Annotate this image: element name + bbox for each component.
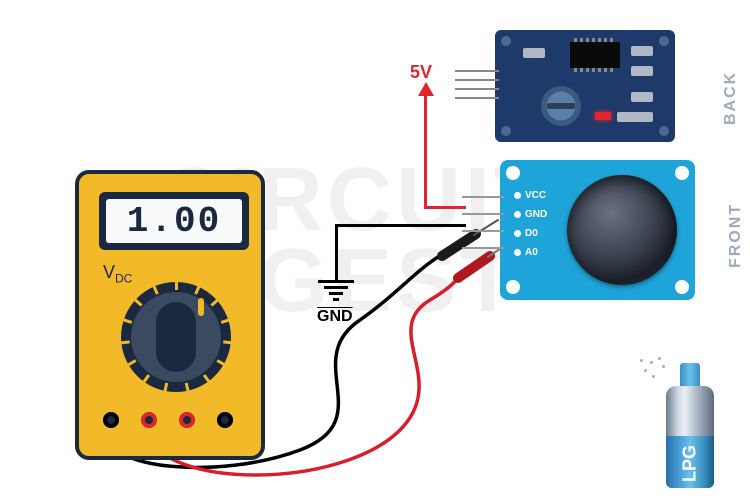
spray-particle [650,361,653,364]
gnd-symbol-icon [318,280,354,304]
dial-knob [156,302,196,372]
dial-tick [151,284,158,294]
jack-vohm [141,412,157,428]
mounting-hole [659,126,669,136]
multimeter-reading: 1.00 [127,201,221,242]
header-pin [455,88,499,90]
gnd-bar [333,298,339,301]
dial-tick [194,284,201,294]
jack-ma [217,412,233,428]
pin-row: A0 [514,247,547,258]
header-pin [462,247,504,249]
spray-particle [662,365,665,368]
back-pcb-module [495,30,675,142]
dial-inner [131,292,221,382]
smd-component [631,92,653,102]
mounting-hole [675,280,689,294]
smd-component [631,66,653,76]
header-pin [462,230,504,232]
header-pin [455,79,499,81]
potentiometer [541,86,581,126]
mounting-hole [506,166,520,180]
gnd-wire-vertical [335,224,338,280]
can-body: LPG [666,386,714,488]
dial-tick [121,318,131,324]
smd-component [631,112,653,122]
dial-tick [184,383,189,393]
dial-tick [202,374,210,384]
header-pin [455,70,499,72]
pin-dot [514,230,521,237]
5v-wire-horizontal [424,206,466,209]
front-header-pins [462,196,504,264]
pin-vcc-label: VCC [525,190,546,201]
jack-10a [179,412,195,428]
lpg-label: LPG [680,445,701,482]
mounting-hole [501,36,511,46]
front-sensor-module: VCC GND D0 A0 [500,160,695,300]
dial-tick [163,383,168,393]
front-side-label: FRONT [727,176,745,268]
jack-com [103,412,119,428]
multimeter: 1.00 VDC [55,170,285,480]
pin-dot [514,192,521,199]
smd-component [617,112,633,122]
gnd-bar [318,280,354,283]
multimeter-display-frame: 1.00 [99,192,249,250]
spray-particle [658,357,661,360]
multimeter-display: 1.00 [106,199,242,243]
status-led [595,112,611,120]
dial-pointer [198,298,204,316]
dial-tick [223,340,233,344]
gnd-bar [329,292,343,295]
header-pin [462,196,504,198]
mounting-hole [675,166,689,180]
mounting-hole [659,36,669,46]
back-side-label: BACK [722,31,740,125]
header-pin [455,97,499,99]
front-pin-labels: VCC GND D0 A0 [514,190,547,258]
pin-row: D0 [514,228,547,239]
gnd-label: GND [317,308,353,326]
pin-dot [514,249,521,256]
dial-tick [119,340,129,344]
spray-particle [652,375,655,378]
gas-sensor-cap [567,175,677,285]
header-pin [462,213,504,215]
pin-row: VCC [514,190,547,201]
spray-nozzle [680,363,700,388]
gnd-bar [324,286,348,289]
multimeter-mode-label: VDC [103,262,132,286]
dial-tick [220,318,230,324]
spray-particle [644,369,647,372]
pin-gnd-label: GND [525,209,547,220]
pin-dot [514,211,521,218]
pin-a0-label: A0 [525,247,538,258]
smd-component [631,46,653,56]
lpg-spray-can: LPG [666,363,714,488]
smd-component [523,48,545,58]
mounting-hole [506,280,520,294]
multimeter-dial [121,282,231,392]
dial-tick [141,374,149,384]
5v-label: 5V [410,62,432,83]
back-header-pins [455,70,499,106]
spray-particle [640,359,643,362]
pin-d0-label: D0 [525,228,538,239]
dial-tick [210,298,219,307]
multimeter-body: 1.00 VDC [75,170,265,460]
dial-tick [133,298,142,307]
5v-wire-vertical [424,90,427,208]
gnd-wire-horizontal [335,224,466,227]
dial-tick [216,359,226,367]
ic-chip [570,42,620,68]
can-label-band: LPG [666,436,714,488]
pin-row: GND [514,209,547,220]
mounting-hole [501,126,511,136]
dial-tick [126,359,136,367]
dial-tick [175,280,178,290]
probe-jacks [103,412,233,428]
